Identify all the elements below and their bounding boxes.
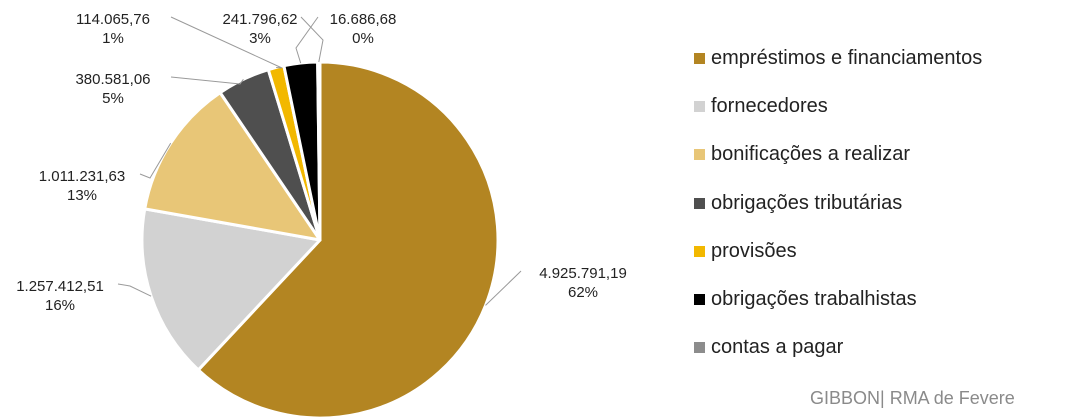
leader-lines — [117, 16, 522, 306]
data-label-value-bonificacoes-a-realizar: 1.011.231,63 — [39, 168, 125, 185]
legend-swatch-contas-a-pagar — [694, 342, 705, 354]
legend-swatch-provisoes — [694, 245, 705, 257]
data-label-value-obrigacoes-trabalhistas: 241.796,62 — [222, 11, 297, 28]
data-label-percent-bonificacoes-a-realizar: 13% — [67, 187, 97, 204]
leader-line-emprestimos-e-financiamentos — [485, 270, 522, 306]
pie-slices — [140, 60, 500, 419]
data-label-percent-obrigacoes-trabalhistas: 3% — [249, 30, 271, 47]
data-label-value-obrigacoes-tributarias: 380.581,06 — [75, 71, 150, 88]
legend-item-fornecedores: fornecedores — [694, 82, 982, 130]
legend-item-obrigacoes-tributarias: obrigações tributárias — [694, 179, 982, 227]
legend-swatch-obrigacoes-trabalhistas — [694, 294, 705, 306]
leader-line-fornecedores — [117, 283, 152, 297]
legend: empréstimos e financiamentos fornecedores… — [694, 34, 982, 372]
pie-slice-contas-a-pagar — [316, 60, 322, 242]
legend-swatch-bonificacoes-a-realizar — [694, 149, 705, 161]
data-label-value-contas-a-pagar: 16.686,68 — [330, 11, 397, 28]
legend-label-obrigacoes-trabalhistas: obrigações trabalhistas — [711, 288, 917, 311]
legend-item-contas-a-pagar: contas a pagar — [694, 324, 982, 372]
data-label-percent-contas-a-pagar: 0% — [352, 30, 374, 47]
data-label-value-fornecedores: 1.257.412,51 — [16, 278, 104, 295]
legend-label-emprestimos-e-financiamentos: empréstimos e financiamentos — [711, 46, 983, 69]
leader-line-obrigacoes-tributarias — [170, 76, 244, 85]
data-label-value-provisoes: 114.065,76 — [76, 11, 150, 28]
data-label-percent-provisoes: 1% — [102, 30, 124, 47]
legend-label-contas-a-pagar: contas a pagar — [711, 336, 844, 359]
legend-swatch-obrigacoes-tributarias — [694, 197, 705, 209]
legend-item-bonificacoes-a-realizar: bonificações a realizar — [694, 131, 982, 179]
data-label-percent-emprestimos-e-financiamentos: 62% — [568, 284, 598, 301]
data-labels: 4.925.791,19 62% 1.257.412,51 16% 1.011.231,… — [16, 11, 627, 314]
leader-line-bonificacoes-a-realizar — [139, 142, 172, 179]
pie-slice-emprestimos-e-financiamentos — [196, 60, 500, 419]
legend-swatch-emprestimos-e-financiamentos — [694, 52, 705, 64]
legend-item-emprestimos-e-financiamentos: empréstimos e financiamentos — [694, 34, 982, 82]
legend-item-obrigacoes-trabalhistas: obrigações trabalhistas — [694, 275, 982, 323]
pie-chart: 4.925.791,19 62% 1.257.412,51 16% 1.011.231,… — [16, 11, 627, 419]
legend-label-fornecedores: fornecedores — [711, 94, 828, 117]
legend-label-obrigacoes-tributarias: obrigações tributárias — [711, 191, 903, 214]
leader-line-provisoes — [170, 16, 283, 69]
data-label-percent-obrigacoes-tributarias: 5% — [102, 90, 124, 107]
legend-label-bonificacoes-a-realizar: bonificações a realizar — [711, 143, 910, 166]
footer-text: GIBBON| RMA de Fevere — [810, 388, 1015, 408]
leader-line-contas-a-pagar — [300, 16, 324, 63]
data-label-value-emprestimos-e-financiamentos: 4.925.791,19 — [539, 265, 627, 282]
legend-swatch-fornecedores — [694, 100, 705, 112]
legend-item-provisoes: provisões — [694, 227, 982, 275]
legend-label-provisoes: provisões — [711, 239, 797, 262]
data-label-percent-fornecedores: 16% — [45, 297, 75, 314]
